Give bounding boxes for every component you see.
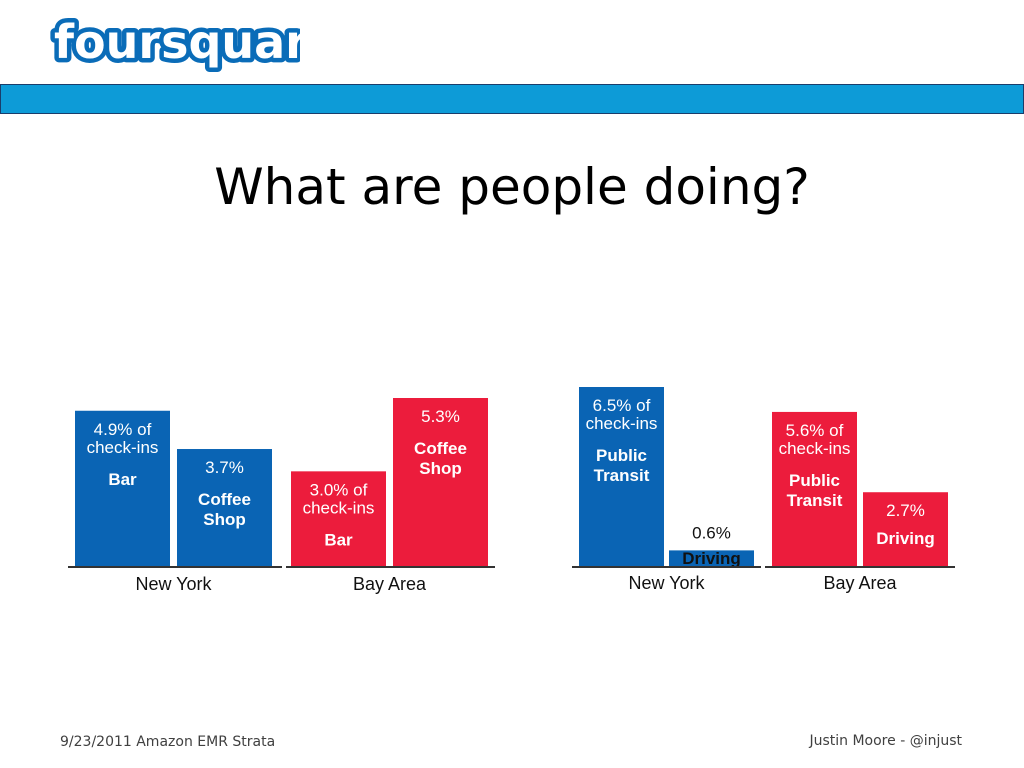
footer-date-event: 9/23/2011 Amazon EMR Strata [60,734,276,750]
data-label: 0.6% [692,523,731,542]
category-label: Public [789,471,840,490]
data-label: 4.9% of [94,420,152,439]
slide-title: What are people doing? [214,158,810,216]
category-label: Driving [682,549,741,568]
bar-1-0-1 [669,550,754,567]
data-label: check-ins [303,498,375,517]
bar-0-0-1 [177,449,272,567]
category-label: Coffee [414,439,467,458]
data-label: 6.5% of [593,396,651,415]
bar-1-1-0 [772,411,857,567]
bar-0-1-0 [291,471,386,567]
data-label: check-ins [87,438,159,457]
category-label: Driving [876,529,935,548]
category-label: Transit [594,466,650,485]
data-label: 5.3% [421,407,460,426]
data-label: 3.0% of [310,480,368,499]
header-band [0,84,1024,114]
category-label: Shop [203,510,246,529]
bar-1-1-1 [863,492,948,567]
logo-wordmark: foursquare [54,15,300,69]
bar-0-1-1 [393,398,488,567]
category-label: Bar [324,530,353,549]
foursquare-logo: foursquare [50,11,300,74]
category-label: Transit [787,491,843,510]
footer-author: Justin Moore - @injust [809,733,962,749]
category-label: Bar [108,470,137,489]
logo-text-four: four [54,15,161,69]
data-label: 5.6% of [786,421,844,440]
category-label: Coffee [198,490,251,509]
category-label: Public [596,446,647,465]
data-label: check-ins [586,414,658,433]
category-label: Shop [419,459,462,478]
group-label: New York [628,573,705,593]
data-label: 2.7% [886,501,925,520]
group-label: Bay Area [823,573,897,593]
data-label: 3.7% [205,458,244,477]
data-label: check-ins [779,439,851,458]
group-label: New York [135,574,212,594]
bar-1-0-0 [579,387,664,567]
logo-text-square: square [161,15,300,69]
group-label: Bay Area [353,574,427,594]
bar-0-0-0 [75,410,170,567]
